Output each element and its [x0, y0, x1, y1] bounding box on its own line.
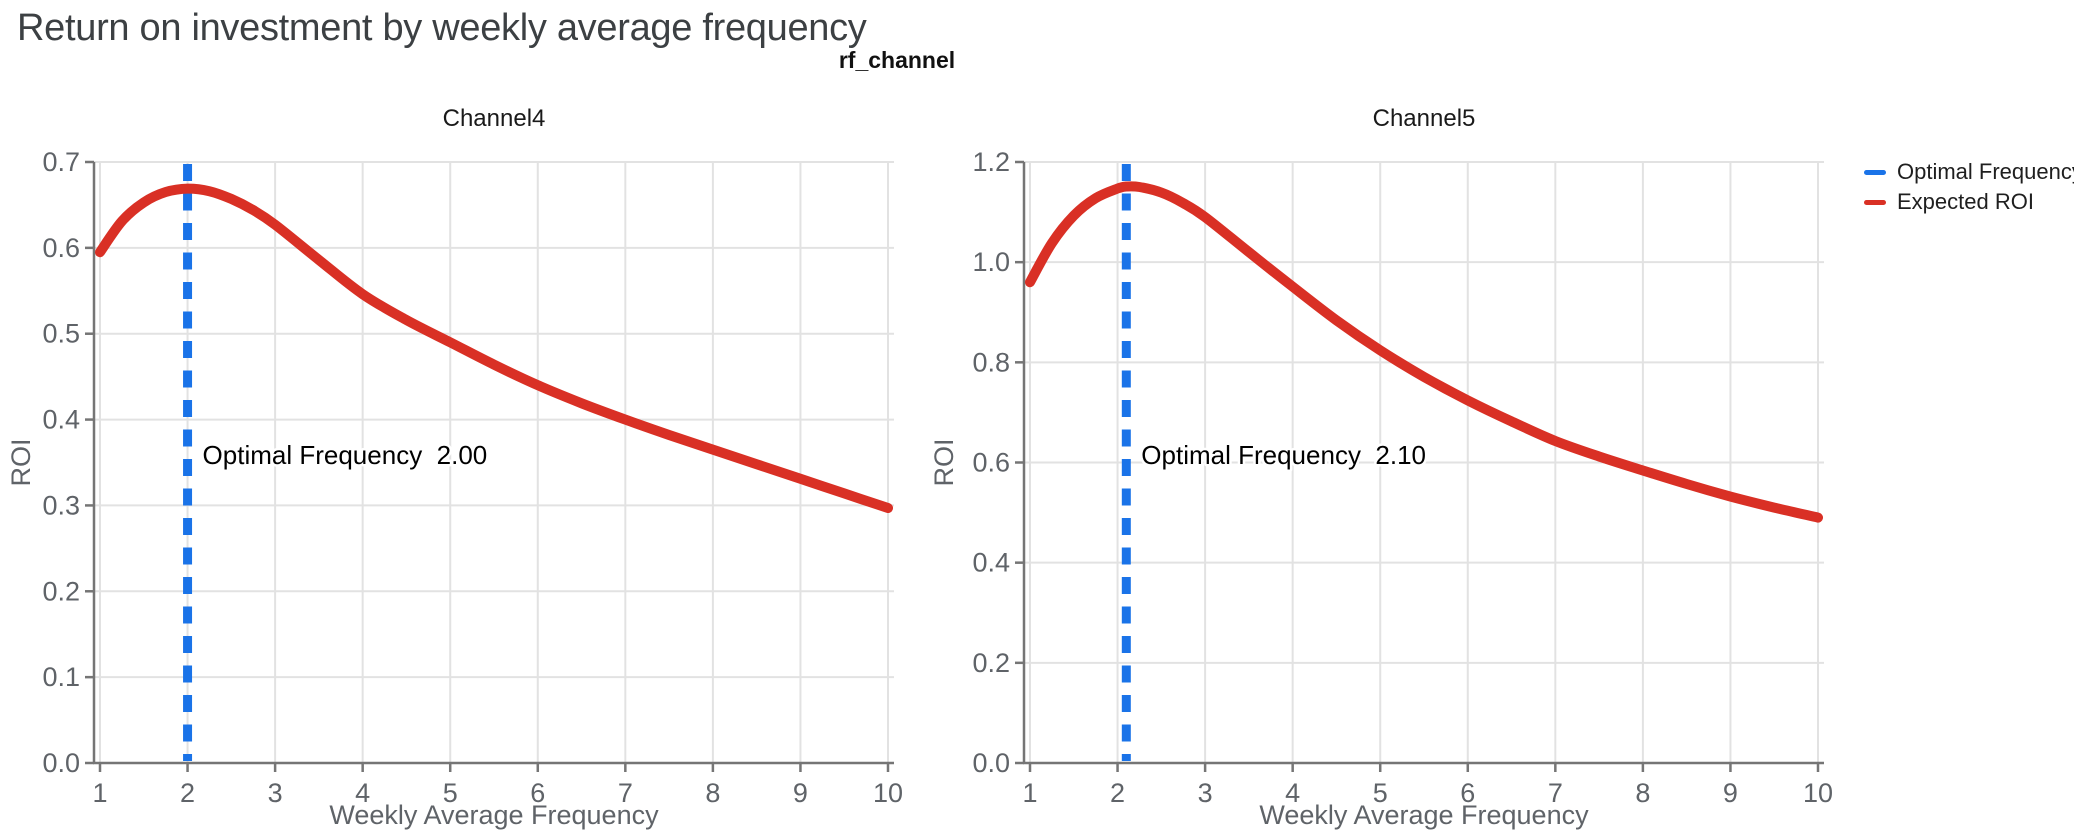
channel4-x-tick-label: 8: [705, 778, 720, 808]
page-title: Return on investment by weekly average f…: [17, 7, 867, 49]
channel5-gridlines: [1024, 161, 1824, 763]
channel5-y-tick-label: 0.4: [972, 548, 1010, 578]
channel4-x-tick-label: 2: [180, 778, 195, 808]
channel5-y-tick-label: 1.2: [972, 147, 1010, 177]
channel4-x-tick-label: 1: [92, 778, 107, 808]
channel4-optimal-frequency-annotation: Optimal Frequency 2.00: [203, 440, 488, 470]
channel5-x-tick-label: 4: [1285, 778, 1300, 808]
channel5-y-tick-label: 0.2: [972, 648, 1010, 678]
channel4-x-tick-label: 6: [530, 778, 545, 808]
channel4-axes: [85, 160, 894, 772]
channel5-x-tick-label: 6: [1460, 778, 1475, 808]
channel4-x-tick-label: 3: [268, 778, 283, 808]
channel4-y-axis-title: ROI: [6, 438, 36, 486]
channel5-tick-labels: 0.0 0.2 0.4 0.6 0.8 1.0 1.2 1 2 3 4 5 6 7 8 9 10: [972, 147, 1833, 808]
channel5-y-tick-label: 0.0: [972, 748, 1010, 778]
channel4-y-tick-label: 0.0: [42, 748, 80, 778]
legend-label-optimal-frequency: Optimal Frequency: [1897, 159, 2074, 184]
channel4-y-tick-label: 0.7: [42, 147, 80, 177]
legend-label-expected-roi: Expected ROI: [1897, 189, 2034, 214]
channel4-expected-roi-curve: [95, 183, 893, 513]
channel5-x-tick-label: 10: [1803, 778, 1833, 808]
channel5-x-tick-label: 1: [1022, 778, 1037, 808]
channel4-x-tick-label: 7: [618, 778, 633, 808]
channel4-plot: 0.0 0.1 0.2 0.3 0.4 0.5 0.6 0.7 1 2 3 4 5 6 7 8 9 10 Weekl…: [6, 105, 903, 830]
channel4-gridlines: [94, 161, 894, 763]
channel4-y-tick-label: 0.4: [42, 405, 80, 435]
channel4-x-tick-label: 9: [793, 778, 808, 808]
channel5-y-tick-label: 1.0: [972, 247, 1010, 277]
channel5-expected-roi-curve: [1025, 181, 1823, 523]
channel4-y-tick-label: 0.5: [42, 319, 80, 349]
channel5-y-axis-title: ROI: [929, 438, 959, 486]
channel4-x-tick-label: 4: [355, 778, 370, 808]
channel5-y-tick-label: 0.6: [972, 448, 1010, 478]
channel4-y-tick-label: 0.1: [42, 662, 80, 692]
channel4-x-tick-label: 10: [873, 778, 903, 808]
optimal-frequency-swatch: [1864, 169, 1886, 175]
channel4-x-axis-title: Weekly Average Frequency: [329, 800, 659, 830]
channel5-x-axis-title: Weekly Average Frequency: [1259, 800, 1589, 830]
channel5-x-tick-label: 8: [1635, 778, 1650, 808]
channel4-y-tick-label: 0.6: [42, 233, 80, 263]
channel5-x-tick-label: 9: [1723, 778, 1738, 808]
channel4-y-tick-label: 0.2: [42, 576, 80, 606]
legend-item-optimal-frequency: Optimal Frequency: [1864, 159, 2074, 185]
channel5-x-tick-label: 5: [1373, 778, 1388, 808]
channel5-axes: [1015, 160, 1824, 772]
legend-item-expected-roi: Expected ROI: [1864, 189, 2074, 215]
channel4-x-tick-label: 5: [443, 778, 458, 808]
channel5-x-tick-label: 2: [1110, 778, 1125, 808]
channel5-x-tick-label: 7: [1548, 778, 1563, 808]
legend: Optimal Frequency Expected ROI: [1864, 159, 2074, 215]
channel4-tick-labels: 0.0 0.1 0.2 0.3 0.4 0.5 0.6 0.7 1 2 3 4 5 6 7 8 9 10: [42, 147, 903, 808]
channel5-x-tick-label: 3: [1198, 778, 1213, 808]
figure-suptitle: rf_channel: [838, 47, 956, 73]
channel4-y-tick-label: 0.3: [42, 490, 80, 520]
channel5-title: Channel5: [1373, 105, 1476, 132]
channel5-optimal-frequency-annotation: Optimal Frequency 2.10: [1141, 440, 1426, 470]
expected-roi-swatch: [1864, 199, 1886, 205]
channel4-title: Channel4: [443, 105, 546, 132]
channel5-plot: 0.0 0.2 0.4 0.6 0.8 1.0 1.2 1 2 3 4 5 6 7 8 9 10 Weekly A…: [929, 105, 1833, 830]
channel5-y-tick-label: 0.8: [972, 347, 1010, 377]
